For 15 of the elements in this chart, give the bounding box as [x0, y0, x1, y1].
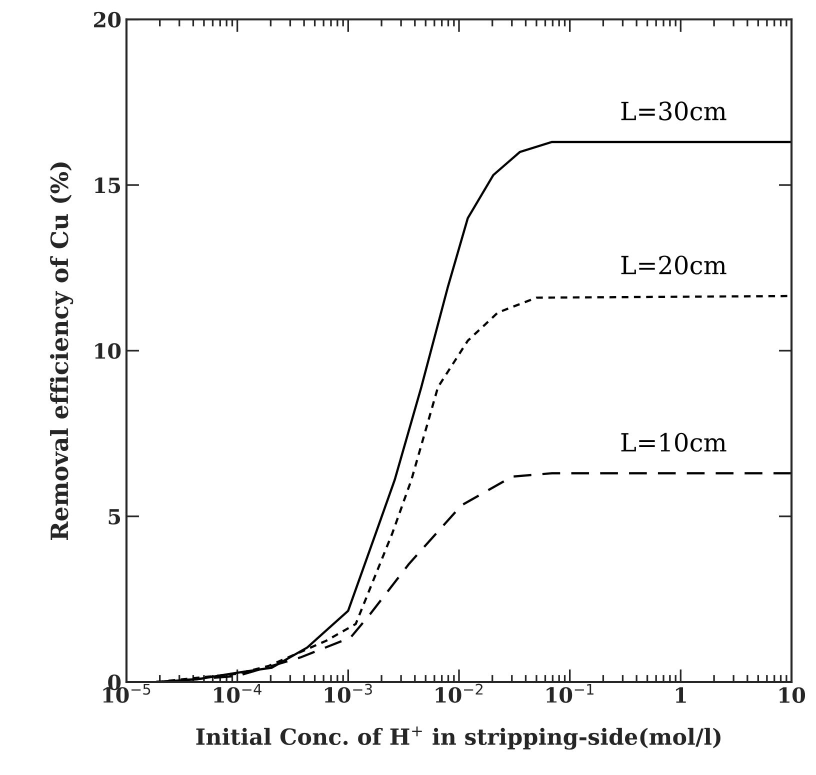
x-tick-label: 10$^{−4}$ [214, 684, 262, 703]
series-label: L=30cm [621, 102, 726, 120]
y-tick-label: 10 [95, 343, 121, 359]
y-tick-label: 20 [94, 12, 121, 28]
x-axis-title: Initial Conc. of H$^{+}$ in stripping-side(mol/l) [196, 726, 720, 750]
x-tick-label: 10$^{−3}$ [324, 684, 372, 703]
y-tick-label: 15 [95, 177, 120, 194]
x-tick-label: 10$^{−1}$ [546, 684, 594, 703]
x-tick-label: 10 [780, 687, 806, 703]
y-tick-label: 5 [108, 509, 120, 525]
x-tick-label: 10$^{−2}$ [436, 684, 482, 703]
y-axis-title: Removal efficiency of Cu (%) [50, 162, 74, 540]
series-label: L=10cm [621, 432, 726, 452]
series-label: L=20cm [621, 256, 726, 275]
x-tick-label: 1 [676, 687, 686, 703]
